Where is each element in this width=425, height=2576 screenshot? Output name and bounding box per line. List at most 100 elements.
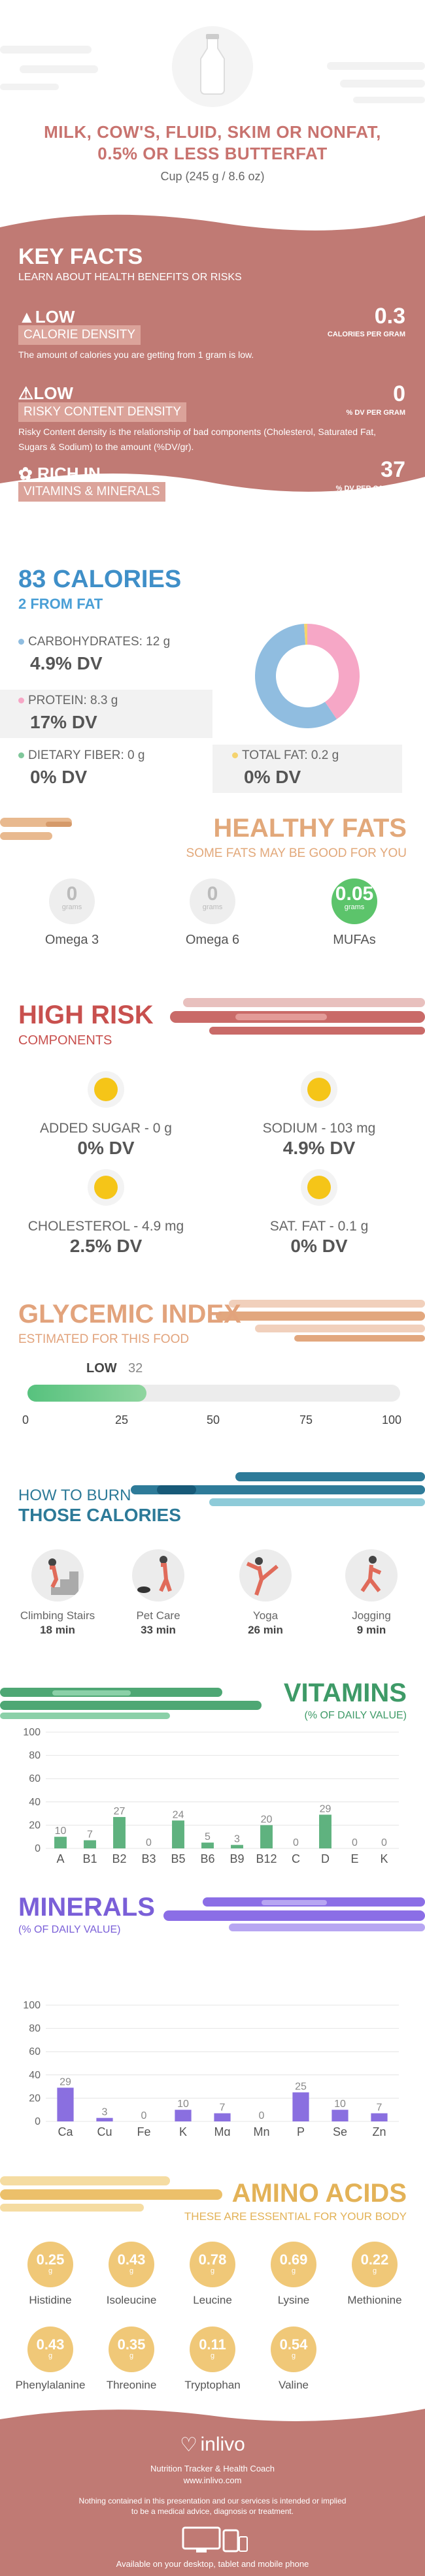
amino-circle: 0.78 g	[190, 2242, 235, 2287]
amino-title: AMINO ACIDS	[231, 2179, 407, 2208]
key-facts-title: KEY FACTS	[18, 244, 143, 269]
minerals-title: MINERALS	[18, 1893, 155, 1922]
bar-value-label: 3	[234, 1834, 240, 1845]
glycemic-value: 32	[128, 1361, 143, 1376]
x-tick-label: Se	[333, 2125, 347, 2136]
bar-value-label: 0	[352, 1837, 358, 1848]
y-tick-label: 20	[29, 2093, 41, 2104]
glycemic-title: GLYCEMIC INDEX	[18, 1300, 241, 1328]
key-facts-subtitle: LEARN ABOUT HEALTH BENEFITS OR RISKS	[18, 272, 242, 283]
x-tick-label: E	[350, 1852, 358, 1865]
y-tick-label: 100	[23, 1727, 41, 1738]
cholesterol-label: CHOLESTEROL - 4.9 mg	[27, 1219, 184, 1234]
vitamins-unit: % DV PER CALORIE	[335, 485, 405, 492]
sodium-smiley-icon	[301, 1071, 337, 1108]
x-tick-label: B5	[171, 1852, 185, 1865]
footer-tagline: Nutrition Tracker & Health Coach	[150, 2464, 275, 2473]
donut-slice-carbs	[254, 624, 337, 728]
bar-Zn	[371, 2113, 388, 2121]
x-tick-label: P	[297, 2125, 305, 2136]
sodium-label: SODIUM - 103 mg	[262, 1121, 376, 1136]
bar-K	[175, 2110, 192, 2121]
bar-B5	[172, 1820, 184, 1848]
x-tick-label: B2	[112, 1852, 126, 1865]
bar-value-label: 5	[205, 1831, 211, 1843]
bar-value-label: 24	[173, 1809, 184, 1820]
risky-density-unit: % DV PER GRAM	[346, 409, 405, 417]
x-tick-label: Mg	[214, 2125, 230, 2136]
amino-name: Methionine	[347, 2294, 402, 2306]
bar-value-label: 0	[259, 2110, 265, 2121]
footer-url[interactable]: www.inlivo.com	[183, 2475, 242, 2485]
fat-dv: 0% DV	[244, 767, 301, 787]
amino-stripes	[0, 2176, 222, 2212]
minerals-stripes	[163, 1897, 425, 1931]
x-tick-label: K	[179, 2125, 187, 2136]
amino-circle: 0.43 g	[27, 2326, 73, 2372]
burn-title-1: HOW TO BURN	[18, 1487, 131, 1504]
added-sugar-dv: 0% DV	[77, 1138, 135, 1158]
amino-circle: 0.35 g	[109, 2326, 154, 2372]
x-tick-label: Fe	[137, 2125, 150, 2136]
bar-value-label: 0	[141, 2110, 147, 2121]
yoga-icon	[239, 1549, 292, 1602]
bar-value-label: 0	[293, 1837, 299, 1848]
bar-Mg	[214, 2113, 231, 2121]
leaf-icon: ✿	[18, 464, 33, 483]
activity-minutes: 26 min	[248, 1624, 283, 1636]
activity-minutes: 18 min	[40, 1624, 75, 1636]
amino-circle: 0.25 g	[27, 2242, 73, 2287]
footer: ♡ inlivo Nutrition Tracker & Health Coac…	[0, 2404, 425, 2576]
activity-name: Climbing Stairs	[20, 1609, 95, 1622]
omega6-circle: 0 grams	[190, 878, 235, 924]
x-tick-label: B3	[141, 1852, 156, 1865]
bar-value-label: 7	[87, 1829, 93, 1841]
amino-circle: 0.22 g	[352, 2242, 398, 2287]
x-tick-label: K	[380, 1852, 388, 1865]
mufas-circle: 0.05 grams	[332, 878, 377, 924]
vitamins-value: 37	[381, 457, 405, 482]
vitamins-label: VITAMINS & MINERALS	[18, 482, 165, 502]
bar-value-label: 27	[114, 1806, 126, 1817]
bar-value-label: 0	[146, 1837, 152, 1848]
carbs-dv: 4.9% DV	[30, 653, 103, 673]
bar-B1	[84, 1840, 96, 1848]
bar-Se	[332, 2110, 348, 2121]
calorie-density-label: CALORIE DENSITY	[18, 325, 141, 345]
calories-donut-chart	[254, 624, 360, 728]
heart-logo-icon: ♡	[180, 2434, 198, 2456]
healthy-fats-subtitle: SOME FATS MAY BE GOOD FOR YOU	[186, 846, 407, 860]
bar-value-label: 7	[220, 2102, 226, 2114]
amino-name: Lysine	[277, 2294, 310, 2306]
fiber-dot	[18, 752, 24, 759]
amino-name: Tryptophan	[184, 2379, 241, 2391]
fat-label: TOTAL FAT: 0.2 g	[232, 749, 339, 763]
bar-A	[54, 1837, 67, 1848]
activity-minutes: 9 min	[356, 1624, 386, 1636]
y-tick-label: 60	[29, 1773, 41, 1784]
mufas-label: MUFAs	[333, 933, 376, 947]
cholesterol-smiley-icon	[88, 1169, 124, 1206]
carbs-label: CARBOHYDRATES: 12 g	[18, 635, 170, 649]
bar-value-label: 25	[295, 2082, 307, 2093]
bar-value-label: 0	[381, 1837, 387, 1848]
y-tick-label: 60	[29, 2046, 41, 2057]
x-tick-label: A	[56, 1852, 64, 1865]
fat-dot	[232, 752, 238, 759]
x-tick-label: Ca	[58, 2125, 73, 2136]
calorie-density-unit: CALORIES PER GRAM	[327, 330, 405, 338]
risky-density-label: RISKY CONTENT DENSITY	[18, 402, 187, 422]
amino-circle: 0.43 g	[109, 2242, 154, 2287]
risky-density-desc: Risky Content density is the relationshi…	[18, 427, 377, 452]
high-risk-title: HIGH RISK	[18, 1001, 154, 1029]
footer-brand-row: ♡ inlivo	[0, 2434, 425, 2456]
gi-tick-100: 100	[382, 1413, 402, 1426]
amino-subtitle: THESE ARE ESSENTIAL FOR YOUR BODY	[184, 2210, 407, 2223]
sat-fat-dv: 0% DV	[290, 1236, 348, 1256]
bar-B12	[260, 1825, 273, 1848]
sodium-dv: 4.9% DV	[282, 1138, 356, 1158]
brand-name: inlivo	[200, 2434, 245, 2455]
burn-title-2: THOSE CALORIES	[18, 1505, 181, 1525]
footer-disclaimer-1: Nothing contained in this presentation a…	[78, 2496, 347, 2505]
x-tick-label: B9	[230, 1852, 244, 1865]
